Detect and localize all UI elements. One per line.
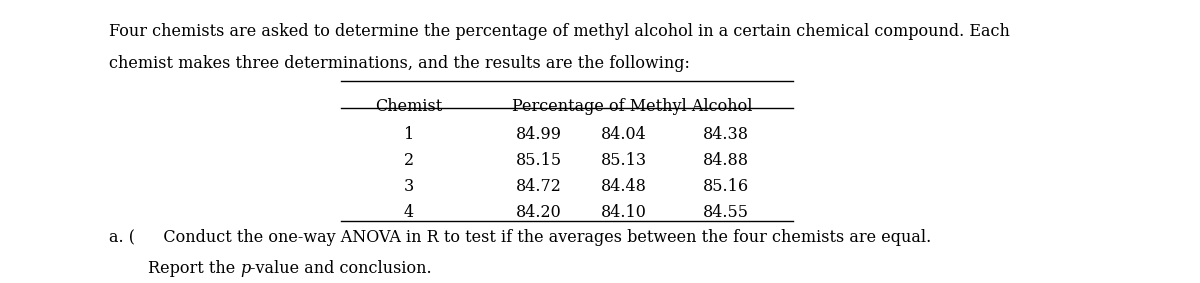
Text: 84.20: 84.20 [516, 204, 562, 221]
Text: 84.55: 84.55 [702, 204, 749, 221]
Text: Chemist: Chemist [376, 98, 443, 115]
Text: 2: 2 [403, 152, 414, 169]
Text: 84.88: 84.88 [702, 152, 749, 169]
Text: 84.72: 84.72 [516, 178, 562, 195]
Text: 1: 1 [403, 126, 414, 143]
Text: 84.99: 84.99 [516, 126, 562, 143]
Text: 4: 4 [403, 204, 414, 221]
Text: 3: 3 [403, 178, 414, 195]
Text: 84.04: 84.04 [601, 126, 647, 143]
Text: Four chemists are asked to determine the percentage of methyl alcohol in a certa: Four chemists are asked to determine the… [109, 23, 1009, 40]
Text: p: p [240, 260, 251, 277]
Text: Percentage of Methyl Alcohol: Percentage of Methyl Alcohol [512, 98, 752, 115]
Text: -value and conclusion.: -value and conclusion. [251, 260, 432, 277]
Text: 84.10: 84.10 [601, 204, 647, 221]
Text: 85.13: 85.13 [600, 152, 647, 169]
Text: 84.38: 84.38 [702, 126, 749, 143]
Text: Conduct the one-way ANOVA in R to test if the averages between the four chemists: Conduct the one-way ANOVA in R to test i… [149, 230, 931, 246]
Text: chemist makes three determinations, and the results are the following:: chemist makes three determinations, and … [109, 55, 690, 72]
Text: a. (: a. ( [109, 230, 134, 246]
Text: Report the: Report the [149, 260, 241, 277]
Text: 84.48: 84.48 [601, 178, 647, 195]
Text: 85.16: 85.16 [702, 178, 749, 195]
Text: 85.15: 85.15 [516, 152, 562, 169]
